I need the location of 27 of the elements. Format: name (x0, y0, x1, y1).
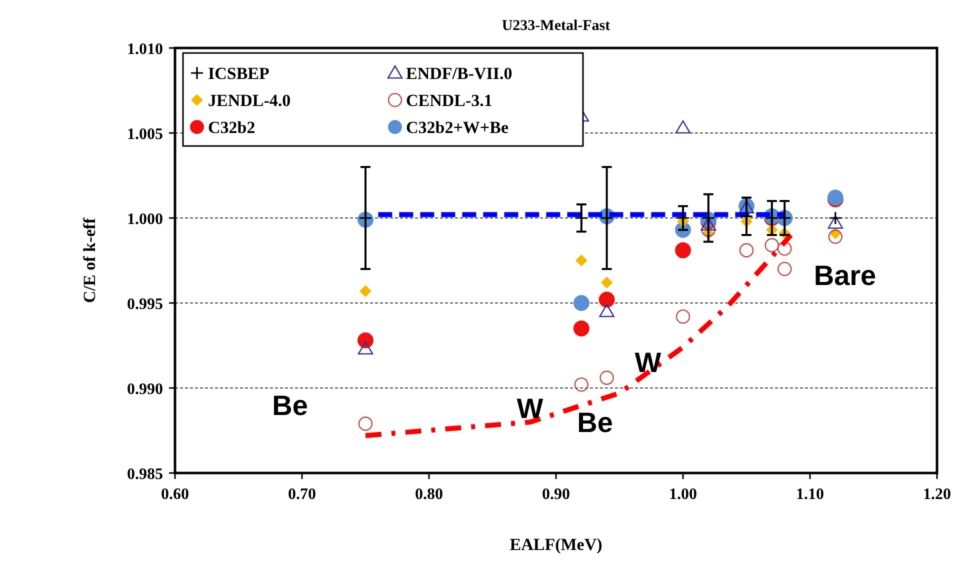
legend-label: CENDL-3.1 (406, 91, 492, 110)
annotation: Bare (814, 260, 876, 291)
x-tick-label: 1.00 (669, 486, 697, 503)
y-axis-title: C/E of k-eff (80, 218, 99, 303)
y-tick-label: 0.995 (127, 296, 163, 313)
legend-label: C32b2 (208, 118, 256, 137)
chart-title: U233-Metal-Fast (502, 18, 610, 34)
x-tick-label: 0.80 (415, 486, 443, 503)
y-tick-label: 1.005 (127, 126, 163, 143)
annotation: Be (577, 407, 613, 438)
y-tick-label: 1.000 (127, 211, 163, 228)
legend-label: ENDF/B-VII.0 (406, 64, 512, 83)
y-tick-label: 0.985 (127, 466, 163, 483)
legend-label: C32b2+W+Be (406, 118, 509, 137)
x-tick-label: 1.20 (923, 486, 951, 503)
x-tick-label: 0.70 (288, 486, 316, 503)
x-axis-title: EALF(MeV) (510, 535, 602, 554)
x-tick-label: 0.60 (161, 486, 189, 503)
legend-label: JENDL-4.0 (208, 91, 291, 110)
y-tick-label: 0.990 (127, 381, 163, 398)
annotation: W (634, 347, 662, 378)
x-tick-label: 0.90 (542, 486, 570, 503)
annotation: W (516, 393, 544, 424)
annotation: Be (272, 390, 308, 421)
y-tick-label: 1.010 (127, 41, 163, 58)
legend-label: ICSBEP (208, 64, 270, 83)
x-tick-label: 1.10 (796, 486, 824, 503)
